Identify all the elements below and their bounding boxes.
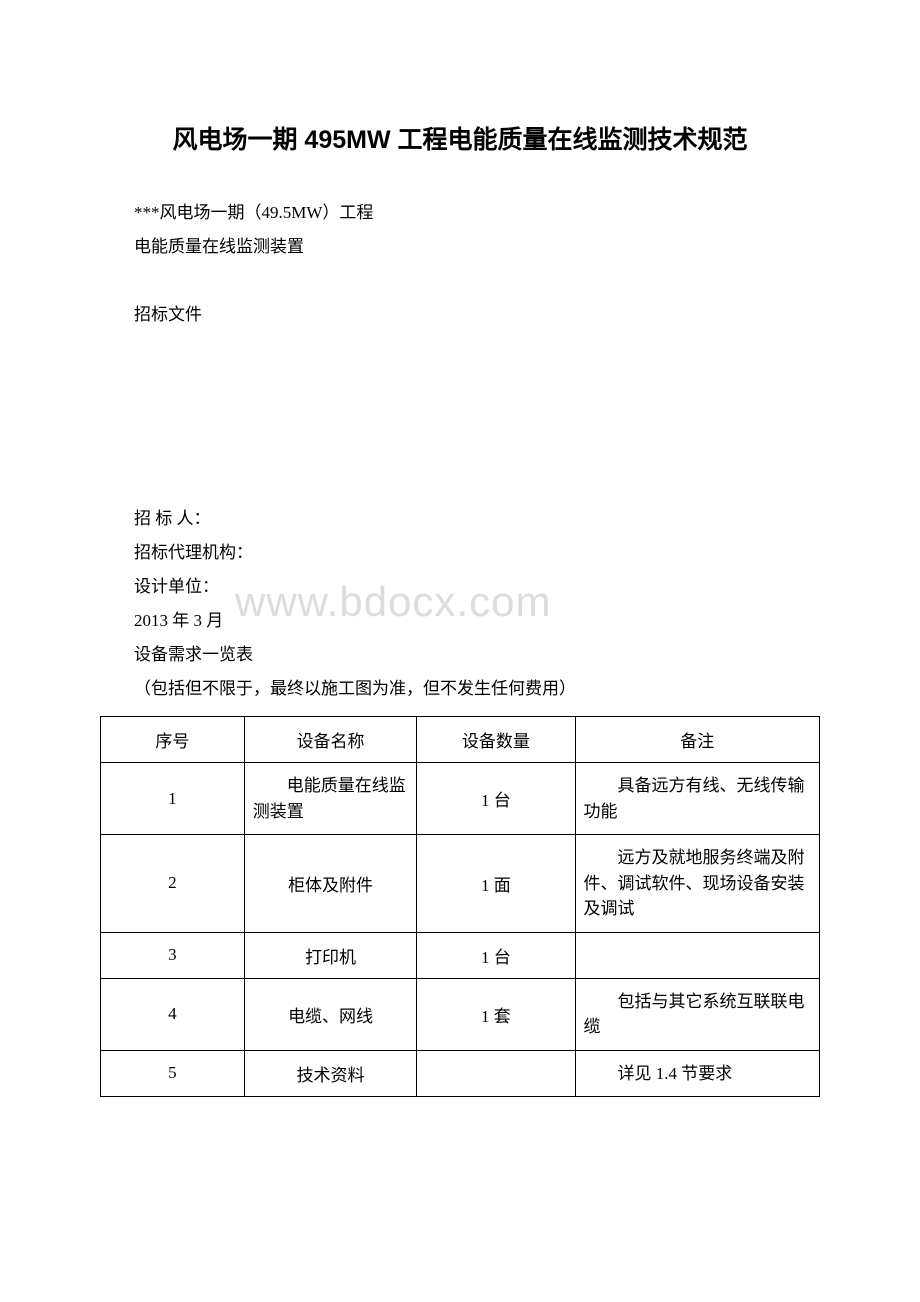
table-row: 3 打印机 1 台 [101,932,820,978]
document-content: 风电场一期 495MW 工程电能质量在线监测技术规范 ***风电场一期（49.5… [100,120,820,1097]
date-line: 2013 年 3 月 [100,604,820,638]
project-name-line2: 电能质量在线监测装置 [100,230,820,264]
header-remark: 备注 [575,717,819,763]
cell-qty: 1 台 [417,763,575,835]
project-name-line1: ***风电场一期（49.5MW）工程 [100,196,820,230]
table-row: 5 技术资料 详见 1.4 节要求 [101,1050,820,1097]
table-title: 设备需求一览表 [100,638,820,672]
agency-label: 招标代理机构： [100,536,820,570]
cell-name: 打印机 [244,932,417,978]
cell-seq: 4 [101,978,245,1050]
equipment-table: 序号 设备名称 设备数量 备注 1 电能质量在线监测装置 1 台 具备远方有线、… [100,716,820,1097]
cell-qty [417,1050,575,1097]
cell-qty: 1 面 [417,835,575,933]
table-row: 2 柜体及附件 1 面 远方及就地服务终端及附件、调试软件、现场设备安装及调试 [101,835,820,933]
cell-remark: 远方及就地服务终端及附件、调试软件、现场设备安装及调试 [575,835,819,933]
cell-name: 柜体及附件 [244,835,417,933]
cell-name: 电缆、网线 [244,978,417,1050]
table-row: 4 电缆、网线 1 套 包括与其它系统互联联电缆 [101,978,820,1050]
cell-remark [575,932,819,978]
cell-seq: 1 [101,763,245,835]
header-name: 设备名称 [244,717,417,763]
cell-name: 电能质量在线监测装置 [244,763,417,835]
header-seq: 序号 [101,717,245,763]
table-row: 1 电能质量在线监测装置 1 台 具备远方有线、无线传输功能 [101,763,820,835]
header-qty: 设备数量 [417,717,575,763]
cell-qty: 1 台 [417,932,575,978]
table-note: （包括但不限于，最终以施工图为准，但不发生任何费用） [100,672,820,706]
cell-remark: 详见 1.4 节要求 [575,1050,819,1097]
design-unit-label: 设计单位： [100,570,820,604]
document-type: 招标文件 [100,298,820,332]
cell-name: 技术资料 [244,1050,417,1097]
cell-seq: 2 [101,835,245,933]
cell-seq: 3 [101,932,245,978]
table-header-row: 序号 设备名称 设备数量 备注 [101,717,820,763]
bidder-label: 招 标 人： [100,502,820,536]
cell-seq: 5 [101,1050,245,1097]
cell-qty: 1 套 [417,978,575,1050]
cell-remark: 具备远方有线、无线传输功能 [575,763,819,835]
document-title: 风电场一期 495MW 工程电能质量在线监测技术规范 [100,120,820,156]
cell-remark: 包括与其它系统互联联电缆 [575,978,819,1050]
